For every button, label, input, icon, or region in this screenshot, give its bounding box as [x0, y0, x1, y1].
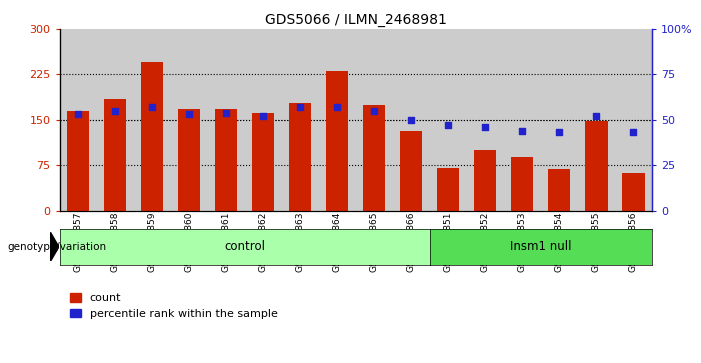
- Bar: [363, 105, 386, 211]
- Bar: [541, 29, 578, 211]
- Point: [257, 113, 268, 119]
- Point: [591, 113, 602, 119]
- Polygon shape: [50, 232, 59, 261]
- Bar: [437, 168, 459, 211]
- Bar: [355, 29, 393, 211]
- Point: [332, 104, 343, 110]
- Bar: [615, 29, 652, 211]
- Point: [369, 108, 380, 114]
- Bar: [511, 157, 533, 211]
- Point: [554, 130, 565, 135]
- Bar: [548, 170, 571, 211]
- Bar: [215, 109, 237, 211]
- Bar: [134, 29, 170, 211]
- Title: GDS5066 / ILMN_2468981: GDS5066 / ILMN_2468981: [265, 13, 447, 26]
- Bar: [467, 29, 504, 211]
- Point: [184, 111, 195, 117]
- Bar: [60, 29, 97, 211]
- Point: [109, 108, 121, 114]
- Text: control: control: [224, 240, 265, 253]
- Point: [221, 110, 232, 115]
- Bar: [474, 150, 496, 211]
- Text: Insm1 null: Insm1 null: [510, 240, 571, 253]
- Bar: [393, 29, 430, 211]
- Bar: [585, 121, 608, 211]
- Bar: [326, 72, 348, 211]
- Legend: count, percentile rank within the sample: count, percentile rank within the sample: [65, 289, 282, 323]
- Bar: [622, 173, 644, 211]
- Bar: [178, 109, 200, 211]
- Point: [443, 122, 454, 128]
- Point: [294, 104, 306, 110]
- Bar: [245, 29, 282, 211]
- Point: [517, 128, 528, 134]
- Bar: [252, 113, 274, 211]
- Bar: [170, 29, 207, 211]
- Bar: [97, 29, 134, 211]
- Point: [628, 130, 639, 135]
- Bar: [141, 62, 163, 211]
- Point: [72, 111, 83, 117]
- Bar: [207, 29, 245, 211]
- Point: [147, 104, 158, 110]
- Bar: [104, 99, 126, 211]
- Point: [479, 124, 491, 130]
- Text: genotype/variation: genotype/variation: [7, 242, 106, 252]
- Bar: [504, 29, 541, 211]
- Bar: [578, 29, 615, 211]
- Bar: [282, 29, 319, 211]
- Bar: [430, 29, 467, 211]
- Bar: [289, 103, 311, 211]
- Bar: [67, 111, 89, 211]
- Bar: [319, 29, 355, 211]
- Bar: [400, 131, 423, 211]
- Point: [406, 117, 417, 123]
